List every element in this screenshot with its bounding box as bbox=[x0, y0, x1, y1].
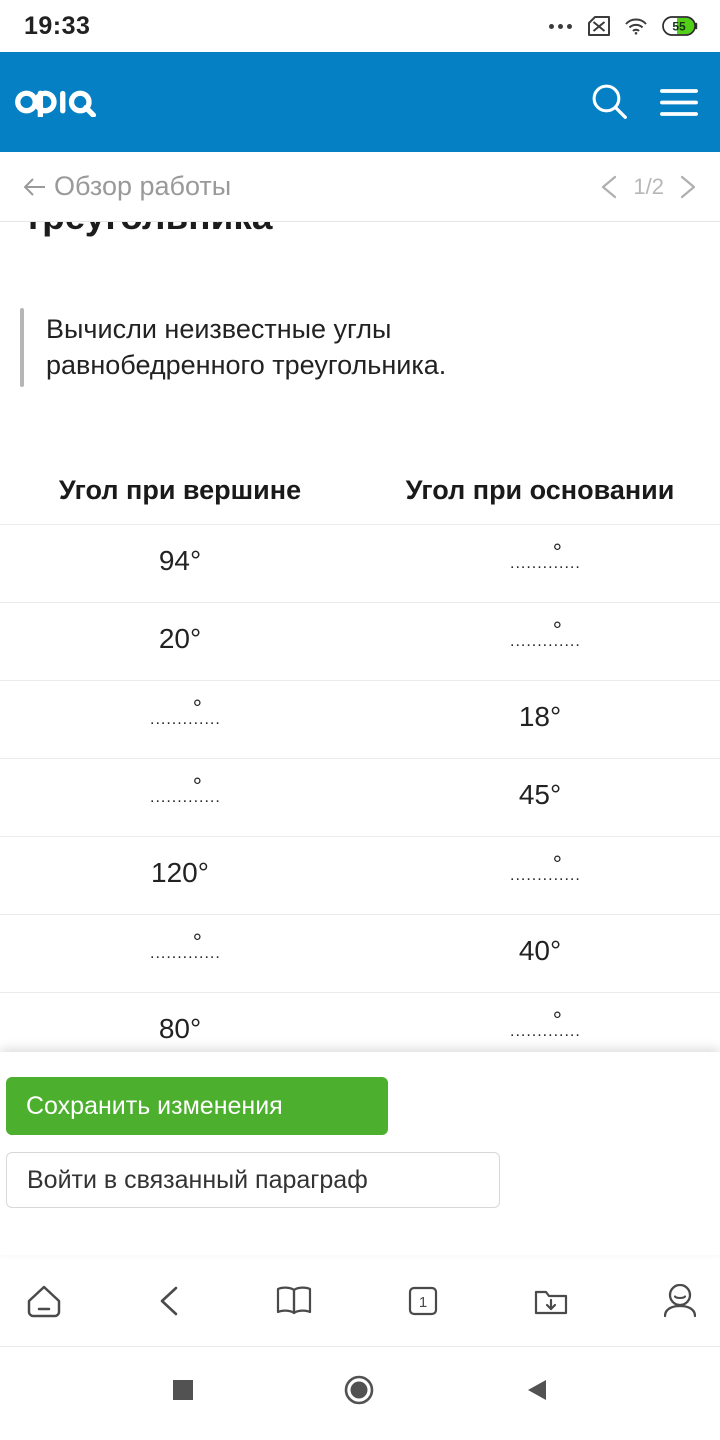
svg-text:55: 55 bbox=[672, 20, 686, 34]
svg-text:1: 1 bbox=[419, 1294, 427, 1311]
